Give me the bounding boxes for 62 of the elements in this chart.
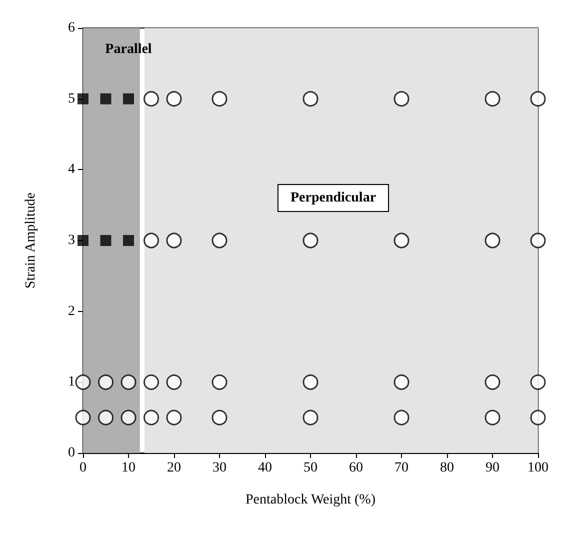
point	[100, 93, 112, 104]
y-axis-title: Strain Amplitude	[24, 192, 38, 289]
point	[98, 374, 114, 390]
annotation: Perpendicular	[290, 190, 376, 206]
point	[144, 232, 159, 248]
x-axis-title: Pentablock Weight (%)	[245, 492, 376, 508]
point	[78, 93, 88, 104]
point	[120, 374, 136, 390]
point	[120, 410, 136, 426]
point	[530, 91, 546, 107]
point	[394, 374, 410, 390]
point	[123, 93, 134, 104]
point	[302, 410, 318, 426]
point	[144, 91, 159, 107]
point	[123, 235, 134, 246]
point	[212, 232, 228, 248]
x-tick-label: 100	[528, 460, 548, 476]
point	[166, 232, 182, 248]
annotation: Parallel	[105, 42, 152, 57]
point	[530, 374, 546, 390]
point	[98, 410, 114, 426]
point	[302, 374, 318, 390]
point	[100, 235, 112, 246]
point	[212, 374, 228, 390]
point	[75, 410, 91, 426]
point	[75, 374, 91, 390]
y-tick-label: 2	[68, 304, 75, 319]
point	[484, 410, 500, 426]
point	[394, 232, 410, 248]
point	[212, 410, 228, 426]
point	[484, 232, 500, 248]
y-tick-label: 1	[68, 374, 75, 390]
point	[78, 235, 88, 246]
point	[144, 374, 159, 390]
x-tick-label: 0	[80, 460, 86, 476]
point	[212, 91, 228, 107]
y-tick-label: 0	[68, 446, 75, 460]
x-tick-label: 40	[258, 460, 272, 476]
point	[394, 410, 410, 426]
x-tick-label: 80	[440, 460, 454, 476]
point	[302, 91, 318, 107]
point	[394, 91, 410, 107]
x-tick-label: 70	[394, 460, 408, 476]
x-tick-label: 30	[212, 460, 226, 476]
x-tick-label: 90	[486, 460, 500, 476]
point	[144, 410, 159, 426]
point	[166, 410, 182, 426]
y-tick-label: 5	[68, 91, 75, 106]
x-tick-label: 20	[167, 460, 181, 476]
x-tick-label: 60	[349, 460, 363, 476]
point	[530, 232, 546, 248]
point	[484, 374, 500, 390]
y-tick-label: 3	[68, 233, 75, 248]
point	[302, 232, 318, 248]
point	[166, 374, 182, 390]
y-tick-label: 4	[68, 162, 75, 178]
x-tick-label: 50	[304, 460, 318, 476]
y-tick-label: 6	[68, 20, 75, 36]
point	[484, 91, 500, 107]
point	[166, 91, 182, 107]
point	[530, 410, 546, 426]
x-tick-label: 10	[122, 460, 136, 476]
